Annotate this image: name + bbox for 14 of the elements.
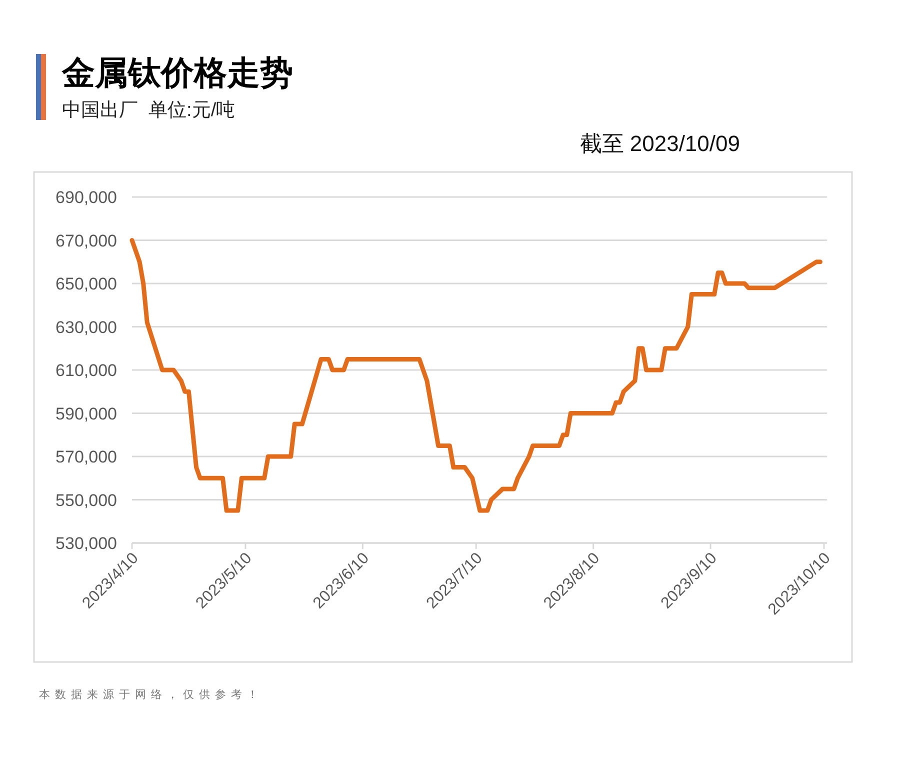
chart-title: 金属钛价格走势 — [61, 54, 293, 91]
y-tick-label: 650,000 — [56, 274, 117, 294]
y-tick-label: 610,000 — [56, 361, 117, 380]
y-tick-label: 550,000 — [56, 490, 117, 510]
y-tick-label: 690,000 — [56, 188, 117, 207]
line-series — [130, 238, 822, 513]
text: 截至 2023/10/09 — [580, 131, 740, 156]
y-tick-label: 630,000 — [56, 318, 117, 337]
y-tick-label: 670,000 — [56, 231, 117, 250]
y-tick-label: 530,000 — [56, 534, 117, 553]
y-tick-label: 590,000 — [56, 404, 117, 424]
y-tick-label: 570,000 — [56, 448, 117, 466]
chart-subtitle: 中国出厂 单位:元/吨 — [62, 100, 236, 121]
text: 本数据来源于网络，仅供参考！ — [39, 688, 263, 701]
